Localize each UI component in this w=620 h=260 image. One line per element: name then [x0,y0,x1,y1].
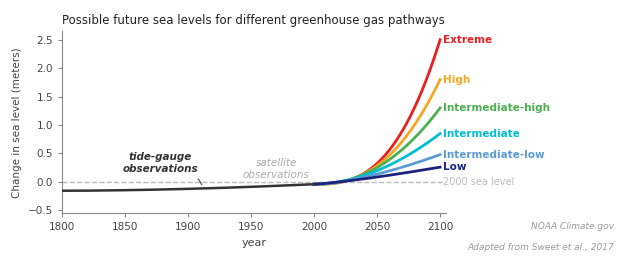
Text: 2000 sea level: 2000 sea level [443,177,514,187]
Y-axis label: Change in sea level (meters): Change in sea level (meters) [12,47,22,198]
Text: NOAA Climate.gov: NOAA Climate.gov [531,222,614,231]
Text: tide-gauge
observations: tide-gauge observations [123,152,202,185]
Text: Adapted from Sweet et al., 2017: Adapted from Sweet et al., 2017 [467,243,614,252]
Text: Extreme: Extreme [443,35,492,45]
Text: Possible future sea levels for different greenhouse gas pathways: Possible future sea levels for different… [62,14,445,27]
Text: High: High [443,75,470,84]
Text: satellite
observations: satellite observations [243,158,310,186]
Text: Intermediate: Intermediate [443,129,520,139]
X-axis label: year: year [242,238,267,248]
Text: Intermediate-high: Intermediate-high [443,103,549,113]
Text: Intermediate-low: Intermediate-low [443,150,544,160]
Text: Low: Low [443,162,466,172]
